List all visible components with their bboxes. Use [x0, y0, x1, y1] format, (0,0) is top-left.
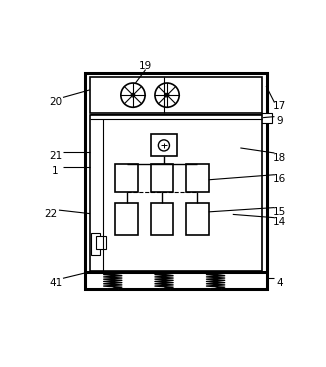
- Bar: [107, 272, 118, 273]
- Text: 22: 22: [44, 210, 57, 219]
- Text: 1: 1: [51, 167, 58, 177]
- Bar: [151, 203, 173, 235]
- Bar: [210, 272, 221, 273]
- Bar: [151, 164, 173, 192]
- Text: 21: 21: [49, 151, 63, 161]
- Bar: [90, 115, 262, 271]
- Text: 19: 19: [139, 61, 152, 71]
- Bar: [186, 164, 209, 192]
- Text: 9: 9: [276, 116, 283, 126]
- Bar: [90, 77, 262, 113]
- Text: 18: 18: [273, 153, 286, 163]
- Bar: [91, 233, 100, 255]
- Bar: [96, 236, 106, 249]
- Bar: [261, 113, 273, 123]
- Bar: [115, 203, 138, 235]
- Bar: [85, 73, 267, 289]
- Bar: [158, 272, 170, 273]
- Text: 14: 14: [273, 217, 286, 227]
- Text: 41: 41: [49, 277, 63, 288]
- Text: 20: 20: [49, 97, 63, 107]
- Text: 17: 17: [273, 101, 286, 111]
- Bar: [158, 288, 170, 289]
- Text: 4: 4: [276, 277, 283, 288]
- Circle shape: [131, 93, 135, 97]
- Bar: [210, 288, 221, 289]
- Circle shape: [165, 93, 169, 97]
- Bar: [107, 288, 118, 289]
- Bar: [115, 164, 138, 192]
- Text: 16: 16: [273, 174, 286, 184]
- Bar: [186, 203, 209, 235]
- Bar: [151, 134, 177, 156]
- Text: 15: 15: [273, 207, 286, 217]
